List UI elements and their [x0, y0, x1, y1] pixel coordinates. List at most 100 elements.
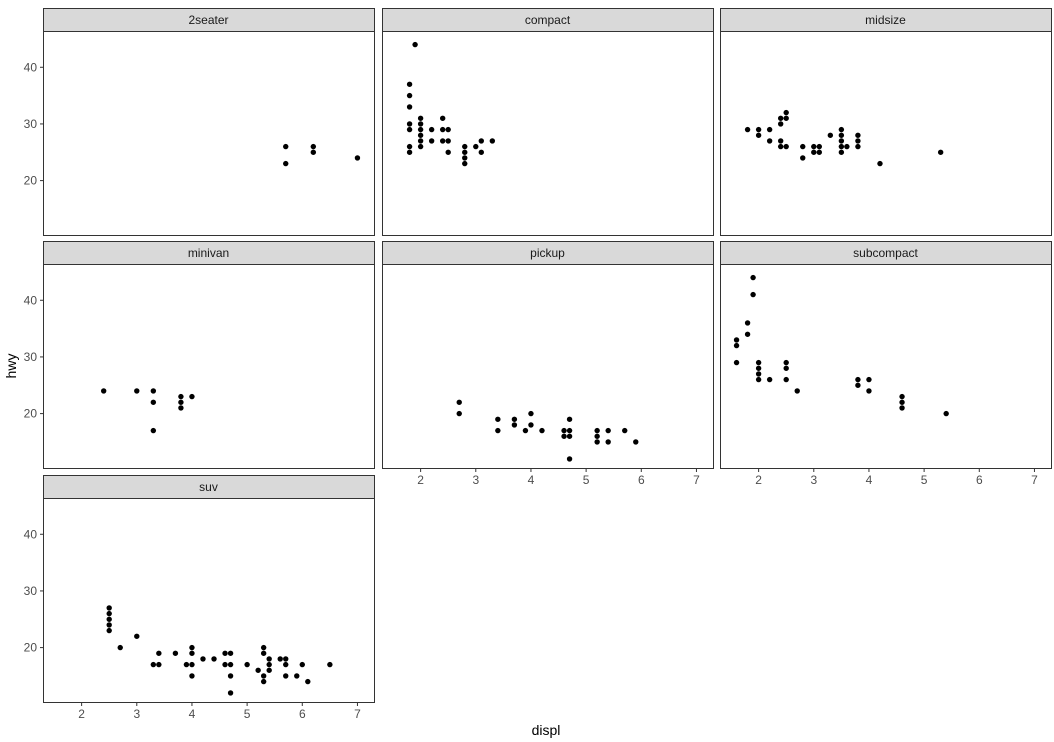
- facet-compact: compact: [382, 8, 714, 236]
- data-point: [622, 427, 628, 434]
- data-point: [495, 427, 501, 434]
- panel-border: [382, 31, 714, 236]
- y-tick-label: 20: [24, 641, 38, 655]
- data-point: [200, 656, 206, 662]
- data-point: [777, 143, 784, 150]
- data-point: [838, 138, 845, 144]
- data-point: [816, 143, 822, 150]
- x-tick-label: 2: [417, 473, 424, 487]
- data-point: [260, 644, 267, 651]
- data-point: [255, 667, 261, 673]
- data-point: [406, 143, 413, 150]
- data-point: [495, 416, 501, 422]
- panel-border: [720, 31, 1052, 236]
- data-point: [156, 650, 162, 656]
- data-point: [473, 143, 479, 150]
- data-point: [511, 422, 518, 428]
- facet-midsize: midsize: [720, 8, 1052, 236]
- data-point: [766, 138, 773, 144]
- x-tick-label: 6: [976, 473, 983, 487]
- x-tick-label: 4: [528, 473, 535, 487]
- y-tick-label: 30: [24, 350, 38, 364]
- data-point: [299, 661, 305, 668]
- data-point: [755, 365, 762, 371]
- data-point: [783, 109, 789, 116]
- x-tick-label: 6: [638, 473, 645, 487]
- data-point: [566, 416, 573, 422]
- data-point: [937, 149, 944, 155]
- data-point: [566, 456, 573, 462]
- data-point: [594, 427, 600, 434]
- data-point: [783, 359, 789, 366]
- data-point: [327, 661, 333, 668]
- data-point: [750, 291, 756, 298]
- data-point: [266, 661, 272, 668]
- data-point: [117, 644, 123, 651]
- data-point: [744, 126, 751, 133]
- y-axis-title: hwy: [3, 354, 19, 379]
- strip-label: 2seater: [188, 13, 228, 27]
- data-point: [844, 143, 850, 150]
- data-point: [528, 410, 534, 417]
- data-point: [855, 138, 861, 144]
- data-point: [283, 656, 289, 662]
- data-point: [189, 661, 195, 668]
- data-point: [227, 690, 234, 696]
- data-point: [478, 138, 484, 144]
- data-point: [417, 115, 424, 121]
- data-point: [150, 661, 157, 668]
- data-point: [227, 673, 234, 679]
- x-tick-label: 5: [244, 707, 251, 721]
- data-point: [855, 376, 861, 383]
- data-point: [406, 92, 413, 99]
- data-point: [838, 143, 845, 150]
- data-point: [605, 439, 611, 445]
- strip-label: compact: [525, 13, 571, 27]
- x-tick-label: 7: [354, 707, 361, 721]
- data-point: [478, 149, 484, 155]
- data-point: [189, 393, 195, 400]
- facet-suv: suv 20 30 40 2 3 4 5 6 7: [24, 475, 375, 721]
- data-point: [150, 399, 157, 405]
- data-point: [733, 337, 740, 343]
- data-point: [178, 399, 184, 405]
- data-point: [855, 132, 861, 138]
- data-point: [855, 143, 861, 150]
- data-point: [445, 138, 451, 144]
- y-tick-label: 30: [24, 117, 38, 131]
- y-tick-label: 20: [24, 174, 38, 188]
- strip-label: pickup: [530, 246, 565, 260]
- data-point: [260, 673, 267, 679]
- data-point: [777, 115, 784, 121]
- data-point: [462, 143, 468, 150]
- data-point: [134, 388, 140, 394]
- facet-minivan: minivan 20 30 40: [24, 241, 375, 469]
- data-point: [566, 427, 573, 434]
- data-point: [866, 388, 872, 394]
- data-point: [417, 121, 424, 127]
- data-point: [260, 650, 267, 656]
- data-point: [456, 399, 462, 405]
- data-point: [354, 155, 361, 161]
- x-tick-label: 5: [921, 473, 928, 487]
- data-point: [211, 656, 217, 662]
- data-point: [406, 104, 413, 110]
- data-point: [777, 138, 784, 144]
- x-tick-label: 4: [189, 707, 196, 721]
- data-point: [462, 149, 468, 155]
- data-point: [106, 605, 112, 611]
- data-point: [750, 274, 756, 281]
- x-tick-label: 4: [866, 473, 873, 487]
- x-tick-label: 3: [810, 473, 817, 487]
- data-point: [439, 126, 446, 133]
- data-point: [266, 656, 272, 662]
- data-point: [811, 143, 817, 150]
- data-point: [277, 656, 283, 662]
- data-point: [189, 673, 195, 679]
- panel-border: [43, 31, 375, 236]
- data-point: [283, 143, 289, 150]
- data-point: [456, 410, 462, 417]
- data-point: [489, 138, 496, 144]
- data-point: [899, 405, 905, 411]
- x-tick-label: 3: [133, 707, 140, 721]
